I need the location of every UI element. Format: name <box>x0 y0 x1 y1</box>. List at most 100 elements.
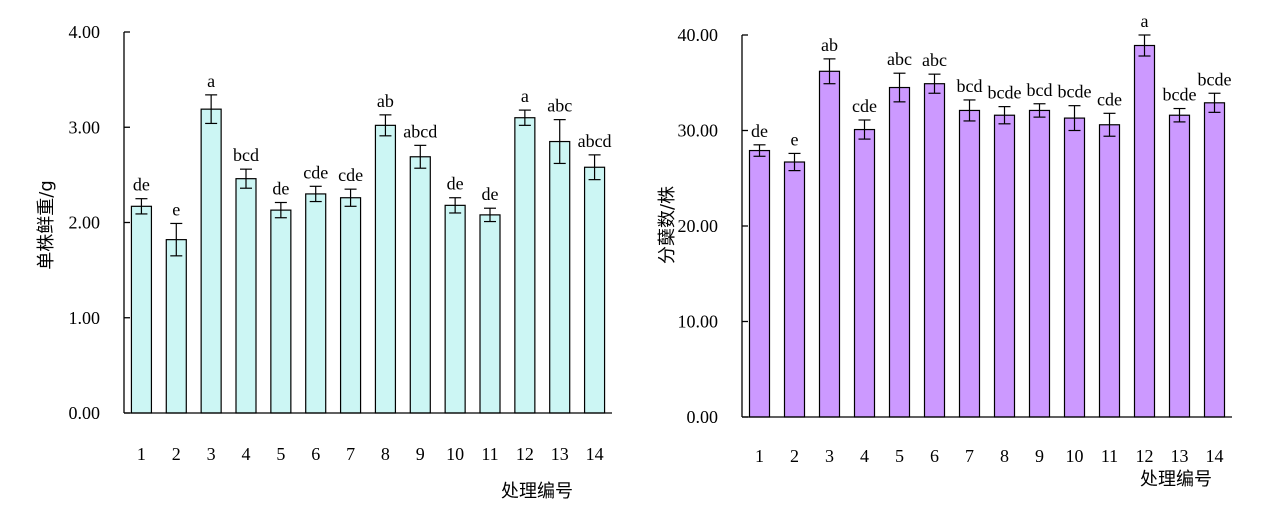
y-tick-label: 40.00 <box>678 25 719 45</box>
significance-label: cde <box>852 96 877 116</box>
bar <box>1168 114 1191 418</box>
bar <box>853 128 876 418</box>
y-tick-labels: 0.00 1.00 2.00 3.00 4.00 <box>69 22 101 423</box>
significance-label: cde <box>303 162 328 182</box>
significance-label: bcde <box>988 83 1022 103</box>
significance-label: abcd <box>578 131 612 151</box>
axes <box>123 31 612 414</box>
significance-label: ab <box>821 35 838 55</box>
significance-label: bcde <box>1058 82 1092 102</box>
bar <box>1028 109 1051 418</box>
significance-label: de <box>133 175 150 195</box>
bar <box>1133 44 1156 418</box>
x-tick-label: 11 <box>1101 446 1118 466</box>
significance-label: bcd <box>1027 80 1053 100</box>
x-tick-label: 1 <box>755 446 764 466</box>
significance-label: e <box>172 199 180 219</box>
x-tick-label: 13 <box>1171 446 1189 466</box>
x-tick-label: 3 <box>825 446 834 466</box>
bar <box>993 114 1016 418</box>
x-tick-label: 10 <box>446 444 464 464</box>
x-tick-label: 3 <box>207 444 216 464</box>
x-tick-label: 4 <box>860 446 869 466</box>
y-axis-title: 单株鲜重/g <box>36 180 57 270</box>
significance-label: abcd <box>403 121 437 141</box>
x-tick-label: 6 <box>930 446 939 466</box>
bar <box>514 117 536 414</box>
significance-label: de <box>447 174 464 194</box>
significance-label: bcd <box>233 145 259 165</box>
x-tick-labels: 1 2 3 4 5 6 7 8 9 10 11 12 13 14 <box>137 444 604 464</box>
x-tick-label: 4 <box>242 444 251 464</box>
significance-label: abc <box>547 96 572 116</box>
bar <box>339 197 362 414</box>
x-tick-label: 11 <box>481 444 498 464</box>
significance-label: a <box>207 71 215 91</box>
x-tick-labels: 1 2 3 4 5 6 7 8 9 10 11 12 13 14 <box>755 446 1224 466</box>
bar <box>923 83 946 418</box>
bar <box>958 109 981 418</box>
bar <box>583 166 606 414</box>
x-tick-label: 5 <box>276 444 285 464</box>
y-axis-title: 分蘖数/株 <box>657 186 678 264</box>
x-tick-label: 2 <box>790 446 799 466</box>
significance-label: de <box>751 121 768 141</box>
y-tick-label: 30.00 <box>678 121 719 141</box>
bar <box>549 140 571 414</box>
bars <box>748 44 1226 418</box>
x-tick-label: 6 <box>311 444 320 464</box>
bar <box>479 214 501 414</box>
bar <box>888 86 911 418</box>
x-tick-label: 13 <box>551 444 569 464</box>
y-tick-label: 20.00 <box>678 216 719 236</box>
significance-label: cde <box>1097 89 1122 109</box>
x-tick-label: 5 <box>895 446 904 466</box>
x-tick-label: 7 <box>965 446 974 466</box>
bar <box>235 178 257 414</box>
error-bars <box>135 94 601 257</box>
x-tick-label: 9 <box>416 444 425 464</box>
significance-label: de <box>272 178 289 198</box>
x-tick-label: 9 <box>1035 446 1044 466</box>
bar <box>165 239 187 414</box>
significance-label: de <box>482 184 499 204</box>
y-tick-label: 0.00 <box>69 403 101 423</box>
x-tick-label: 12 <box>516 444 534 464</box>
bar <box>374 124 397 414</box>
y-tick-label: 3.00 <box>69 117 101 137</box>
bar <box>1098 124 1121 418</box>
bar <box>200 108 222 414</box>
significance-label: bcde <box>1198 69 1232 89</box>
significance-label: bcd <box>957 76 983 96</box>
significance-label: e <box>791 129 799 149</box>
bar <box>1203 102 1226 418</box>
bar <box>1063 117 1086 418</box>
significance-label: abc <box>922 50 947 70</box>
significance-label: cde <box>338 165 363 185</box>
y-tick-label: 4.00 <box>69 22 101 42</box>
y-tick-label: 2.00 <box>69 213 101 233</box>
bar <box>748 149 771 418</box>
bar <box>270 209 292 414</box>
bar <box>130 205 153 414</box>
x-tick-label: 8 <box>1000 446 1009 466</box>
x-tick-label: 12 <box>1136 446 1154 466</box>
bars <box>130 108 606 414</box>
significance-label: bcde <box>1163 85 1197 105</box>
y-tick-labels: 0.00 10.00 20.00 30.00 40.00 <box>678 25 719 427</box>
significance-label: ab <box>377 91 394 111</box>
x-axis-title: 处理编号 <box>501 481 573 502</box>
x-axis-title: 处理编号 <box>1140 469 1212 490</box>
axes <box>741 34 1232 418</box>
x-tick-label: 14 <box>586 444 604 464</box>
significance-label: abc <box>887 49 912 69</box>
bar <box>783 161 806 418</box>
x-tick-label: 10 <box>1066 446 1084 466</box>
error-bars <box>753 34 1221 172</box>
bar <box>409 156 431 414</box>
